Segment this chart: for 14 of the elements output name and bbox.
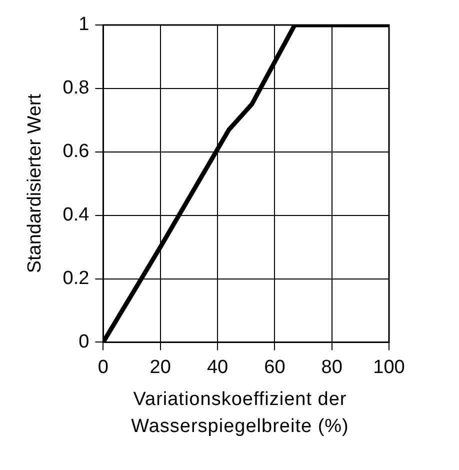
y-tick-label: 0.2: [62, 268, 90, 289]
x-tick-label: 60: [264, 356, 286, 378]
y-tick-label: 0.8: [62, 78, 90, 99]
y-tick-label: 0.6: [62, 141, 90, 162]
x-axis-title: Variationskoeffizient der Wasserspiegelbreite (%): [130, 388, 350, 439]
x-tick-label: 80: [321, 356, 342, 378]
y-tick-label: 1: [78, 14, 90, 36]
x-tick-label: 0: [98, 356, 108, 378]
y-tick-label: 0.4: [62, 204, 90, 226]
y-tick-label: 0: [78, 331, 90, 352]
y-axis-title: Standardisierter Wert: [24, 93, 46, 274]
x-tick-label: 100: [373, 356, 405, 378]
x-tick-label: 40: [206, 356, 228, 378]
x-tick-label: 20: [150, 356, 171, 378]
